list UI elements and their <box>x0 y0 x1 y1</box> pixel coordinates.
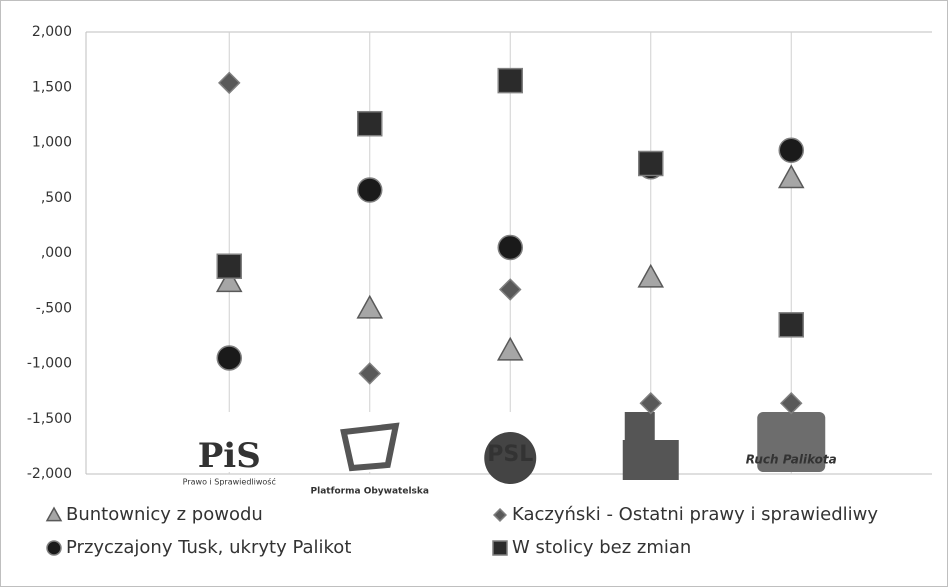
square-marker <box>638 150 664 177</box>
y-tick-label: 1,500 <box>32 79 72 95</box>
triangle-marker <box>45 506 63 522</box>
logo-subtitle: Prawo i Sprawiedliwość <box>183 477 276 487</box>
circle-marker <box>778 137 804 163</box>
square-marker <box>778 312 804 338</box>
circle-marker <box>216 345 242 371</box>
triangle-marker <box>777 164 805 189</box>
y-tick-label: -1,000 <box>27 356 72 372</box>
y-tick-label: 2,000 <box>32 24 72 40</box>
diamond-marker <box>217 71 241 95</box>
circle-marker <box>497 234 523 261</box>
diamond-marker <box>492 507 508 523</box>
logo-bg <box>757 412 826 472</box>
triangle-marker <box>215 268 243 293</box>
circle-marker <box>46 540 62 556</box>
y-tick-label: -1,500 <box>27 411 72 427</box>
y-tick-label: ,500 <box>41 190 72 206</box>
square-marker <box>216 253 242 280</box>
legend-label: W stolicy bez zmian <box>512 537 691 558</box>
x-tick-label: Ruch Palikota <box>746 453 837 467</box>
logo-bg <box>195 412 264 472</box>
square-marker <box>357 110 383 137</box>
x-tick-label: Platforma Obywatelska <box>311 487 429 497</box>
y-tick-label: 1,000 <box>32 135 72 151</box>
y-tick-label: -2,000 <box>27 466 72 482</box>
triangle-marker <box>356 294 384 319</box>
square-marker <box>492 540 508 556</box>
logo-shape <box>340 422 400 472</box>
legend-label: Przyczajony Tusk, ukryty Palikot <box>66 537 351 558</box>
square-marker <box>497 67 523 94</box>
x-tick-label: PiS <box>198 436 261 476</box>
diamond-marker <box>779 392 803 415</box>
triangle-marker <box>637 263 665 288</box>
logo-shape <box>624 412 655 440</box>
triangle-marker <box>496 336 524 361</box>
diamond-marker <box>639 392 663 415</box>
legend-label: Kaczyński - Ostatni prawy i sprawiedliwy <box>512 504 878 525</box>
legend-label: Buntownicy z powodu <box>66 504 263 525</box>
logo-shape <box>622 440 679 480</box>
diamond-marker <box>498 278 522 301</box>
y-tick-label: -,500 <box>36 300 72 316</box>
circle-marker <box>357 177 383 203</box>
logo-shape <box>484 432 537 484</box>
y-tick-label: ,000 <box>41 245 72 261</box>
x-tick-label: PSL <box>487 442 533 467</box>
diamond-marker <box>358 362 382 385</box>
